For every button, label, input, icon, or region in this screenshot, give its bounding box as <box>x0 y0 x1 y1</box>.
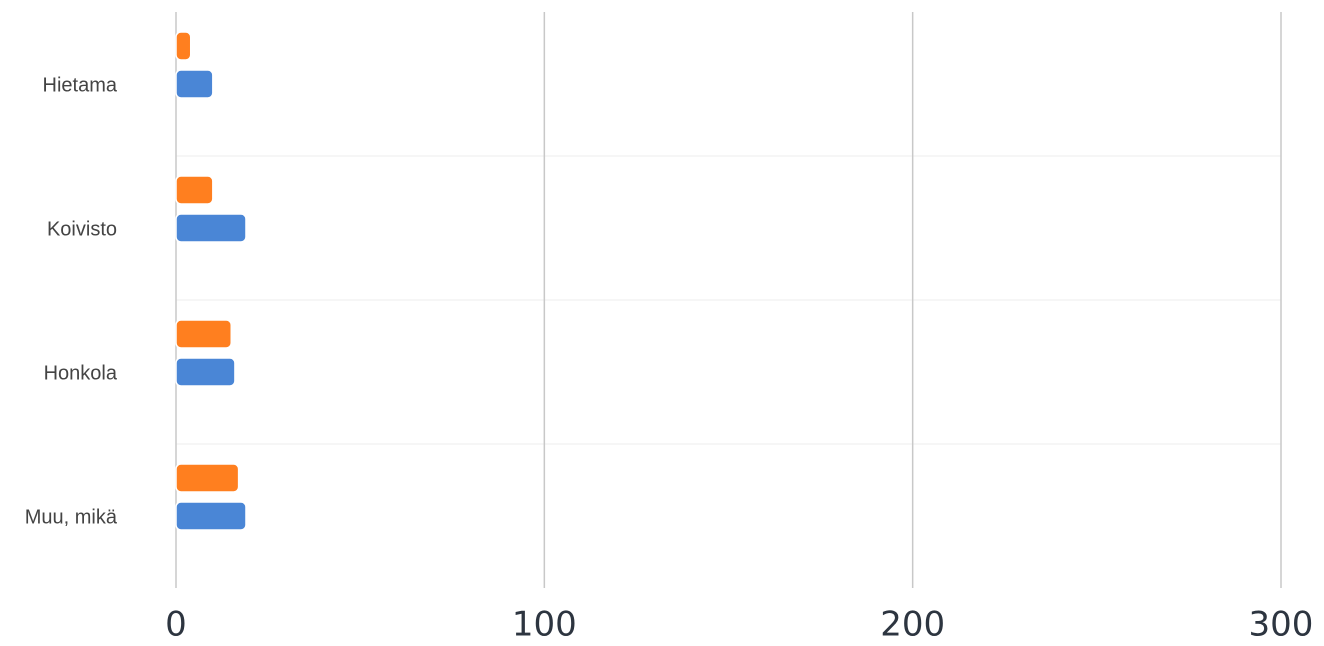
x-tick-label: 0 <box>165 605 187 645</box>
bar-series-1[interactable] <box>175 319 232 349</box>
category-band-lines <box>176 155 1281 445</box>
x-tick-label: 100 <box>512 605 577 645</box>
category-label: Muu, mikä <box>25 506 118 528</box>
bar-series-2[interactable] <box>175 69 214 99</box>
vertical-gridlines <box>175 12 1282 588</box>
bar-series-1[interactable] <box>175 175 214 205</box>
bar-series-2[interactable] <box>175 357 236 387</box>
bar-series-2[interactable] <box>175 501 247 531</box>
x-tick-label: 300 <box>1249 605 1314 645</box>
bars <box>175 31 247 531</box>
bar-series-1[interactable] <box>175 31 192 61</box>
bar-series-2[interactable] <box>175 213 247 243</box>
category-label: Honkola <box>44 362 118 384</box>
category-label: Koivisto <box>47 218 117 240</box>
x-axis-tick-labels: 0 100 200 300 <box>165 605 1313 645</box>
bar-series-1[interactable] <box>175 463 240 493</box>
category-label: Hietama <box>43 74 118 96</box>
x-tick-label: 200 <box>880 605 945 645</box>
category-labels: Hietama Koivisto Honkola Muu, mikä <box>25 74 118 528</box>
